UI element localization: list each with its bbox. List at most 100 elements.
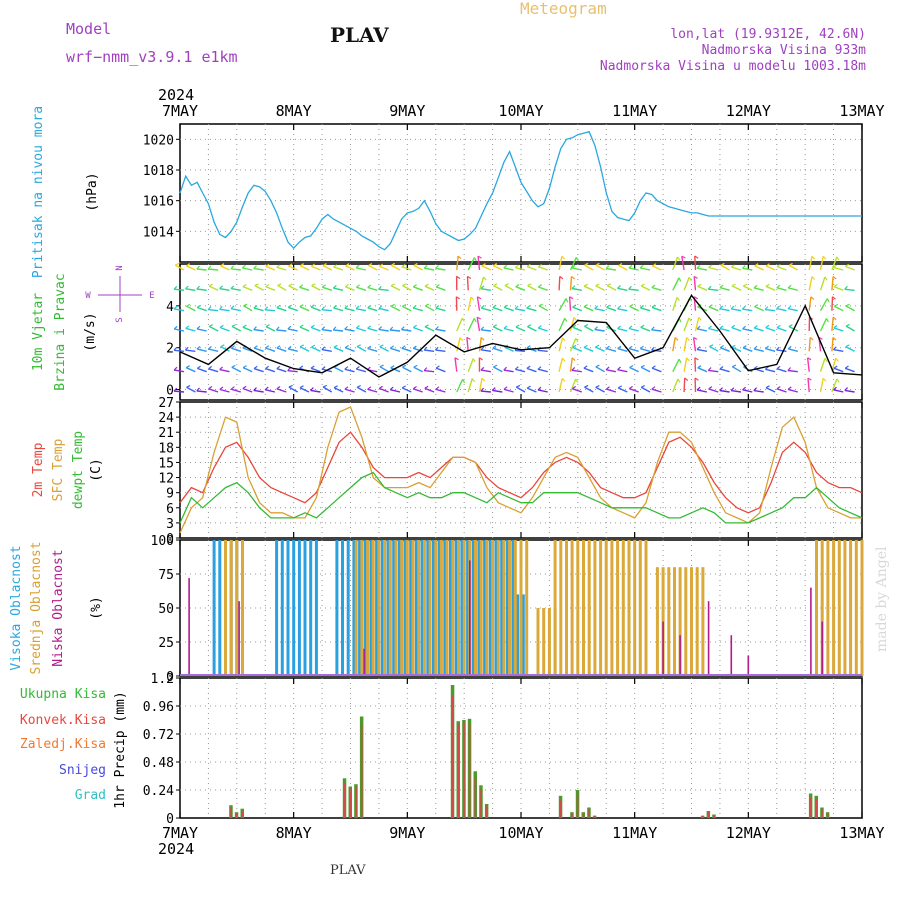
wind-barb-tick bbox=[594, 305, 599, 310]
tick-label-y: 15 bbox=[158, 456, 174, 471]
cloud-spike-low bbox=[188, 578, 190, 676]
wind-barb bbox=[174, 264, 185, 271]
wind-barb-tick bbox=[503, 304, 508, 308]
wind-barb-tick bbox=[707, 285, 712, 290]
wind-barb bbox=[708, 266, 719, 271]
wind-barb bbox=[265, 285, 276, 291]
wind-barb-tick bbox=[287, 304, 292, 308]
wind-barb-tick bbox=[173, 305, 178, 310]
wind-barb-tick bbox=[344, 283, 349, 288]
wind-barb bbox=[186, 305, 196, 312]
wind-barb bbox=[806, 357, 810, 372]
wind-barb-tick bbox=[355, 366, 360, 370]
wind-barb bbox=[311, 284, 321, 291]
cloud-bar-cloud_mid bbox=[377, 540, 381, 676]
wind-barb-tick bbox=[471, 378, 476, 383]
cloud-bar-cloud_mid bbox=[451, 540, 455, 676]
cloud-bar-cloud_mid bbox=[394, 540, 398, 676]
wind-barb-tick bbox=[355, 264, 360, 269]
wind-barb-tick bbox=[276, 386, 281, 390]
wind-barb bbox=[413, 326, 423, 332]
wind-barb bbox=[412, 388, 423, 393]
wind-barb-tick bbox=[811, 255, 816, 260]
wind-barb bbox=[833, 348, 844, 352]
wind-barb bbox=[537, 368, 548, 373]
wind-barb-tick bbox=[561, 378, 566, 382]
wind-barb bbox=[708, 288, 719, 291]
wind-barb bbox=[173, 390, 185, 393]
temp-label-sfc: SFC Temp bbox=[51, 439, 66, 502]
cloud-bar-cloud_mid bbox=[496, 540, 500, 676]
wind-barb-tick bbox=[185, 365, 190, 369]
wind-barb bbox=[367, 264, 378, 271]
wind-barb-tick bbox=[571, 366, 576, 371]
wind-barb-tick bbox=[629, 303, 634, 307]
wind-barb-tick bbox=[719, 366, 724, 370]
wind-barb bbox=[378, 328, 389, 332]
cloud-bar-cloud_mid bbox=[616, 540, 620, 676]
legend-conv-rain: Konvek.Kisa bbox=[20, 713, 106, 728]
cloud-spike-low bbox=[363, 648, 365, 676]
wind-barb-tick bbox=[696, 265, 701, 269]
cloud-bar-cloud_high bbox=[375, 540, 379, 676]
wind-barb-tick bbox=[425, 303, 430, 307]
cloud-bar-cloud_high bbox=[386, 540, 390, 676]
wind-barb-tick bbox=[492, 345, 497, 349]
wind-barb bbox=[287, 306, 298, 312]
series-line-sfc_temp bbox=[179, 406, 862, 534]
wind-barb bbox=[696, 389, 708, 393]
wind-barb-tick bbox=[776, 284, 781, 289]
wind-barb bbox=[253, 328, 264, 332]
wind-barb-tick bbox=[833, 365, 838, 369]
wind-barb-tick bbox=[413, 364, 418, 368]
wind-barb bbox=[569, 378, 577, 393]
wind-barb bbox=[424, 369, 435, 373]
wind-barb bbox=[466, 337, 469, 352]
wind-barb bbox=[435, 307, 446, 312]
wind-barb-tick bbox=[344, 305, 349, 309]
wind-barb-tick bbox=[196, 345, 201, 350]
cloud-bar-cloud_high bbox=[460, 540, 464, 676]
cloud-bar-cloud_mid bbox=[610, 540, 614, 676]
wind-barb-tick bbox=[688, 317, 692, 322]
wind-barb-tick bbox=[564, 317, 568, 322]
cloud-bar-cloud_high bbox=[454, 540, 458, 676]
wind-barb bbox=[787, 348, 798, 352]
wind-barb-tick bbox=[537, 284, 542, 288]
wind-barb bbox=[731, 266, 742, 271]
cloud-bar-cloud_mid bbox=[422, 540, 426, 676]
wind-barb-tick bbox=[694, 377, 699, 381]
day-labels-bottom: 7MAY 8MAY 9MAY 10MAY 11MAY 12MAY 13MAY bbox=[162, 824, 885, 842]
wind-barb bbox=[220, 345, 230, 352]
wind-barb-tick bbox=[310, 263, 315, 267]
wind-barb bbox=[299, 286, 310, 291]
wind-barb-tick bbox=[617, 345, 622, 350]
wind-barb-tick bbox=[538, 303, 543, 307]
wind-barb-tick bbox=[686, 337, 690, 341]
wind-barb-tick bbox=[731, 283, 736, 287]
wind-barb bbox=[787, 388, 798, 393]
wind-barb bbox=[526, 307, 537, 312]
wind-barb bbox=[640, 285, 651, 291]
wind-barb bbox=[708, 306, 719, 312]
wind-barb bbox=[731, 389, 742, 393]
wind-barb-tick bbox=[208, 283, 213, 287]
wind-barb bbox=[310, 265, 321, 271]
wind-barb bbox=[819, 318, 828, 332]
day-label-top: 11MAY bbox=[612, 102, 657, 120]
wind-barb bbox=[478, 276, 485, 291]
wind-barb bbox=[569, 276, 573, 291]
cloud-bar-cloud_high bbox=[505, 540, 509, 676]
wind-barb-tick bbox=[310, 387, 314, 391]
wind-barb bbox=[379, 366, 389, 373]
series-line-dewpt bbox=[179, 471, 863, 524]
wind-barb-tick bbox=[834, 303, 839, 307]
wind-barb bbox=[720, 347, 730, 352]
wind-barb bbox=[503, 327, 514, 332]
wind-barb-tick bbox=[344, 344, 349, 349]
wind-barb bbox=[640, 307, 651, 312]
wind-barb-tick bbox=[575, 338, 579, 343]
wind-barb-tick bbox=[676, 296, 680, 301]
wind-barb-tick bbox=[844, 263, 850, 267]
wind-barb-tick bbox=[652, 263, 657, 267]
